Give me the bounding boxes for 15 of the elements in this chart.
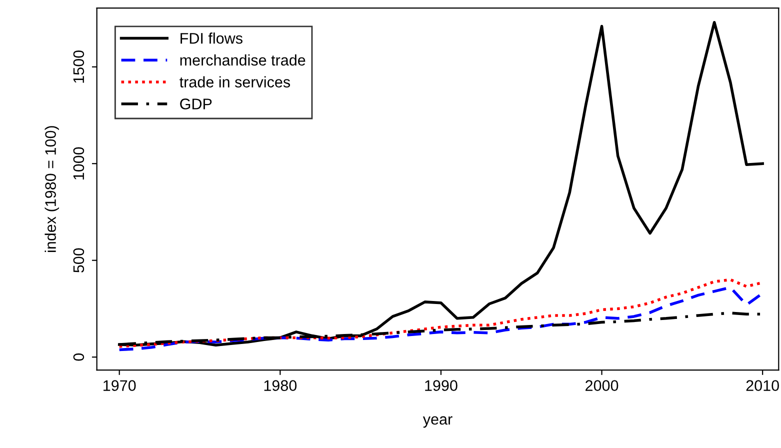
x-tick-label: 2010: [746, 380, 779, 391]
legend-label: FDI flows: [180, 32, 242, 44]
x-tick-label: 1990: [425, 380, 458, 391]
legend-label: GDP: [180, 98, 212, 110]
x-axis-title: year: [422, 416, 452, 428]
y-tick-label: 1500: [73, 50, 84, 83]
y-tick-label: 1000: [73, 147, 84, 180]
y-axis-title: index (1980 = 100): [44, 126, 59, 252]
x-tick-label: 1980: [264, 380, 297, 391]
legend-label: trade in services: [180, 76, 290, 88]
y-tick-label: 0: [73, 353, 84, 361]
x-tick-label: 2000: [586, 380, 618, 391]
legend-label: merchandise trade: [180, 54, 306, 66]
x-tick-label: 1970: [104, 380, 136, 391]
y-tick-label: 500: [73, 248, 84, 272]
